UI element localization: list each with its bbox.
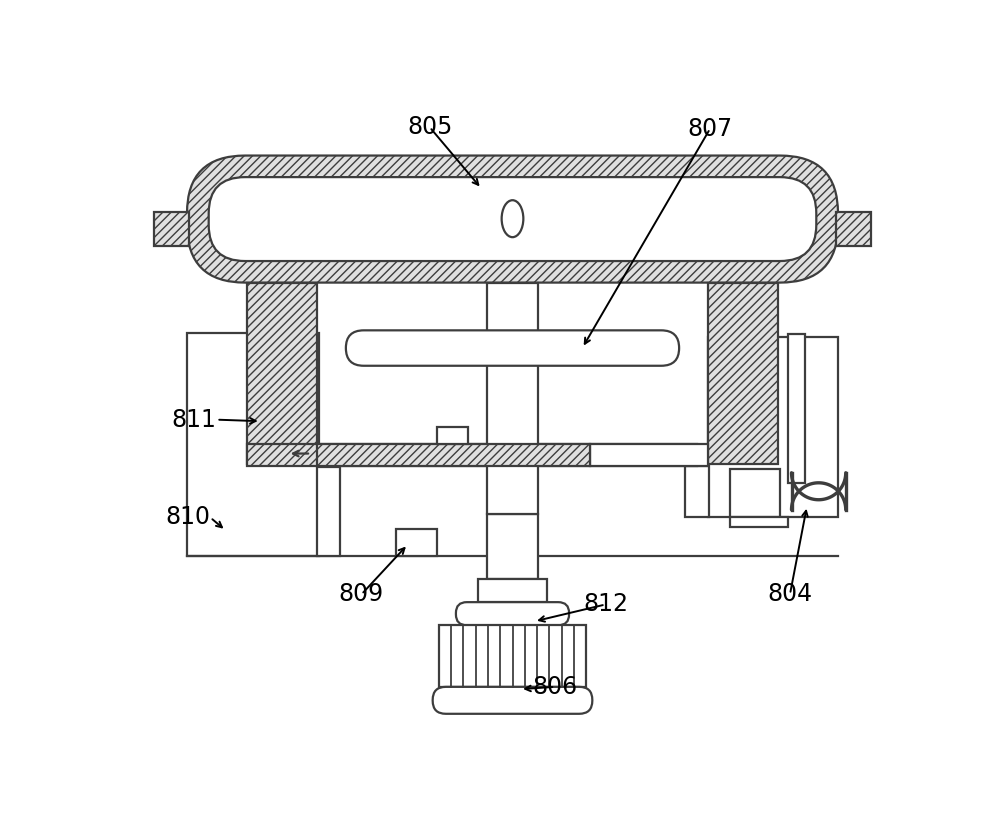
Text: 804: 804 <box>767 583 813 606</box>
FancyBboxPatch shape <box>187 156 838 283</box>
Bar <box>478 579 547 602</box>
Bar <box>685 466 709 518</box>
Text: 806: 806 <box>533 675 578 698</box>
Bar <box>247 283 317 464</box>
FancyBboxPatch shape <box>433 687 592 714</box>
Text: 810: 810 <box>165 505 210 530</box>
Bar <box>437 427 468 444</box>
FancyBboxPatch shape <box>209 177 816 261</box>
Text: 805: 805 <box>407 115 452 139</box>
Text: 807: 807 <box>688 117 733 141</box>
Bar <box>836 212 871 245</box>
FancyBboxPatch shape <box>346 330 679 366</box>
Bar <box>590 443 708 466</box>
Bar <box>439 625 586 687</box>
Text: 812: 812 <box>583 593 628 616</box>
Bar <box>396 529 437 556</box>
Bar <box>708 283 778 464</box>
Text: 809: 809 <box>339 583 384 606</box>
Bar <box>708 337 838 518</box>
Bar <box>730 469 780 518</box>
Bar <box>788 334 805 482</box>
Bar <box>730 518 788 527</box>
Bar <box>154 212 189 245</box>
Text: 811: 811 <box>172 408 216 432</box>
Bar <box>317 467 340 556</box>
Bar <box>487 513 538 579</box>
Ellipse shape <box>502 200 523 237</box>
Bar <box>187 333 319 556</box>
FancyBboxPatch shape <box>456 602 569 625</box>
Bar <box>487 283 538 513</box>
Bar <box>317 443 590 466</box>
Bar <box>247 444 697 466</box>
